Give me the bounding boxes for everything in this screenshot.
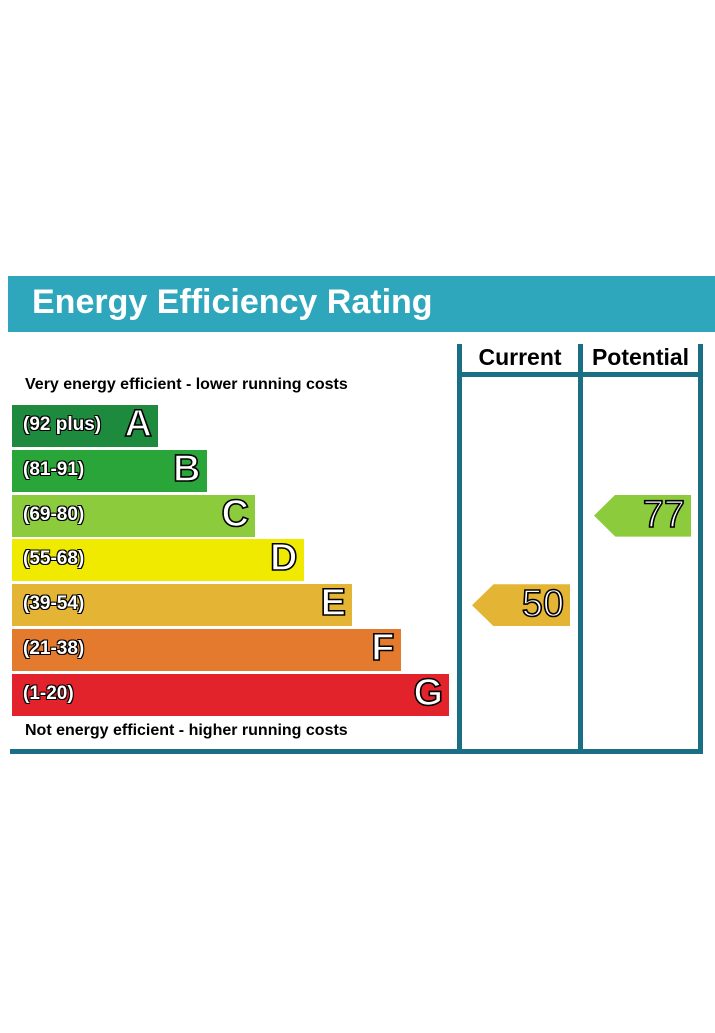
header-bar: Energy Efficiency Rating xyxy=(8,276,715,332)
potential-rating-arrow: 77 xyxy=(594,493,691,537)
band-letter-label: D xyxy=(269,537,298,581)
band-g: (1-20) G xyxy=(12,671,449,716)
band-e: (39-54) E xyxy=(12,581,352,627)
band-d: (55-68) D xyxy=(12,537,304,582)
bottom-caption: Not energy efficient - higher running co… xyxy=(25,722,348,739)
column-header-rule xyxy=(457,372,703,377)
band-range-label: (69-80) xyxy=(23,503,85,525)
band-range-label: (55-68) xyxy=(23,548,85,570)
band-letter-label: E xyxy=(320,581,347,625)
band-c: (69-80) C xyxy=(12,492,255,537)
baseline-rule xyxy=(10,749,703,754)
chart-title: Energy Efficiency Rating xyxy=(32,283,433,321)
band-letter-label: C xyxy=(221,492,250,536)
band-letter-label: F xyxy=(370,626,395,670)
band-letter-label: B xyxy=(172,447,201,491)
current-column-header: Current xyxy=(478,344,562,370)
column-divider-middle xyxy=(578,344,583,754)
current-rating-arrow: 50 xyxy=(472,583,570,627)
potential-rating-value: 77 xyxy=(642,493,686,537)
column-divider-left xyxy=(457,344,462,754)
band-f: (21-38) F xyxy=(12,626,401,671)
potential-column-header: Potential xyxy=(591,344,690,370)
top-caption: Very energy efficient - lower running co… xyxy=(25,376,348,393)
band-letter-label: A xyxy=(124,402,153,446)
band-letter-label: G xyxy=(413,671,444,715)
band-b: (81-91) B xyxy=(12,447,207,492)
band-range-label: (92 plus) xyxy=(23,414,102,435)
current-rating-value: 50 xyxy=(521,583,565,626)
band-a: (92 plus) A xyxy=(12,402,158,447)
band-range-label: (21-38) xyxy=(23,638,85,659)
column-divider-right xyxy=(698,344,703,754)
band-range-label: (81-91) xyxy=(23,458,85,480)
band-range-label: (39-54) xyxy=(23,593,85,615)
band-range-label: (1-20) xyxy=(23,682,74,704)
